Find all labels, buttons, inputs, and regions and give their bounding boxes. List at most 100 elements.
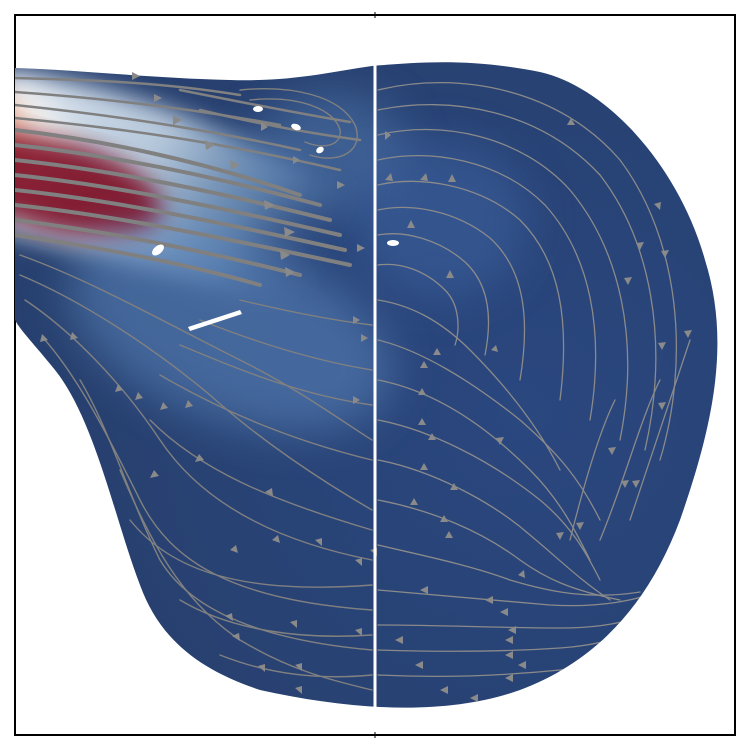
- arrow-icon: [230, 160, 240, 170]
- arrow-icon: [428, 433, 436, 440]
- arrow-icon: [624, 277, 632, 285]
- arrow-icon: [410, 498, 418, 505]
- arrow-icon: [661, 250, 669, 258]
- jet-line: [15, 218, 302, 277]
- stream-line: [377, 419, 601, 581]
- arrow-icon: [420, 173, 428, 181]
- stream-line: [377, 589, 661, 607]
- right-vortex-glow: [350, 140, 530, 300]
- upper-streamlines: [15, 76, 362, 172]
- arrow-icon: [261, 122, 268, 131]
- stream-line: [199, 319, 373, 371]
- stream-line: [15, 103, 302, 152]
- arrow-icon: [440, 686, 448, 694]
- hole-small-1: [253, 106, 263, 112]
- stream-line: [219, 654, 373, 678]
- hole-right: [387, 240, 399, 246]
- stream-line: [129, 519, 373, 588]
- arrow-icon: [293, 156, 300, 164]
- arrow-icon: [295, 663, 302, 671]
- arrow-icon: [621, 480, 629, 488]
- streamlines-left: [15, 76, 373, 691]
- arrow-icon: [115, 384, 123, 392]
- arrow-icon: [576, 522, 584, 530]
- arrow-icon: [470, 694, 478, 702]
- stream-line: [377, 459, 611, 601]
- arrow-icon: [418, 388, 426, 395]
- arrow-icon: [135, 392, 143, 400]
- arrow-icon: [173, 115, 182, 125]
- arrow-icon: [195, 454, 204, 462]
- jet-line: [15, 143, 322, 207]
- stream-line: [377, 544, 641, 596]
- arrow-icon: [485, 596, 493, 604]
- arrow-icon: [556, 532, 564, 540]
- stream-line: [15, 76, 242, 97]
- arrow-icon: [433, 348, 441, 355]
- arrow-icon: [608, 447, 616, 455]
- arrow-icon: [225, 613, 233, 621]
- stream-line: [239, 299, 373, 326]
- arrow-icon: [448, 174, 456, 182]
- stream-line: [149, 419, 373, 531]
- arrow-icon: [154, 94, 162, 102]
- arrow-icon: [361, 334, 368, 342]
- stream-line: [377, 233, 490, 356]
- arrowheads: [40, 72, 692, 702]
- halo-lower: [67, 227, 393, 433]
- arrow-icon: [185, 400, 193, 408]
- arrow-icon: [40, 334, 48, 342]
- arrow-icon: [518, 570, 525, 578]
- stream-line: [377, 104, 657, 451]
- arrow-icon: [567, 118, 575, 125]
- stream-line: [159, 374, 373, 461]
- arrow-icon: [264, 200, 275, 210]
- stream-line: [44, 339, 373, 611]
- arrow-icon: [658, 402, 666, 410]
- stream-line: [377, 339, 601, 521]
- arrow-icon: [315, 538, 322, 546]
- stream-line: [377, 155, 597, 421]
- arrow-icon: [500, 608, 508, 616]
- arrow-icon: [440, 515, 448, 522]
- jet-line: [15, 173, 342, 237]
- stream-line: [599, 379, 661, 541]
- arrow-icon: [395, 636, 403, 644]
- vortex-line: [249, 98, 341, 147]
- arrow-icon: [295, 686, 302, 694]
- arrow-icon: [285, 267, 295, 277]
- stream-line: [179, 599, 373, 637]
- obstacles: [152, 106, 399, 331]
- stream-line: [377, 499, 621, 601]
- arrow-icon: [385, 173, 393, 181]
- arrow-icon: [70, 332, 78, 340]
- arrow-icon: [445, 531, 453, 538]
- jet-line: [15, 203, 352, 267]
- arrow-icon: [290, 620, 297, 628]
- stream-line: [179, 344, 373, 406]
- arrow-icon: [205, 140, 215, 150]
- stream-line: [79, 379, 373, 651]
- arrow-icon: [684, 330, 692, 338]
- arrow-icon: [272, 535, 280, 543]
- stream-line: [377, 128, 629, 441]
- arrow-icon: [658, 342, 666, 350]
- stream-line: [377, 82, 678, 461]
- arrow-icon: [265, 488, 273, 496]
- arrow-icon: [132, 72, 140, 80]
- stream-line: [15, 90, 282, 127]
- arrow-icon: [150, 470, 159, 478]
- arrow-icon: [355, 558, 362, 566]
- arrow-icon: [496, 437, 504, 445]
- stream-line: [377, 263, 459, 346]
- stream-line: [377, 299, 561, 471]
- arrow-icon: [230, 545, 238, 553]
- stream-line: [569, 399, 616, 541]
- jet-streamlines: [15, 128, 352, 287]
- arrow-icon: [418, 418, 426, 425]
- arrow-icon: [232, 633, 240, 641]
- jet-line: [15, 188, 347, 252]
- jet-line: [15, 128, 302, 197]
